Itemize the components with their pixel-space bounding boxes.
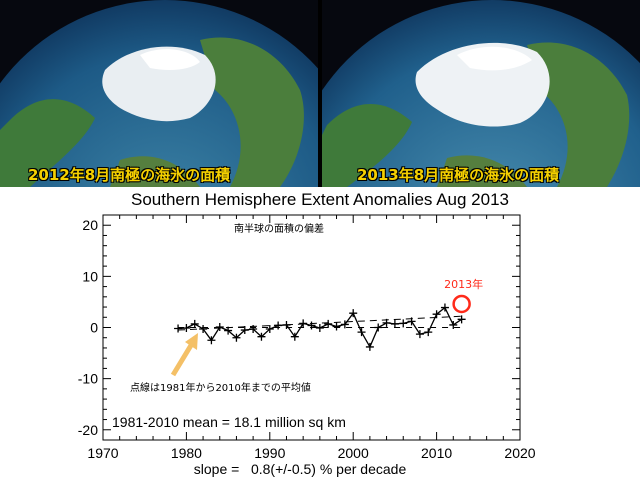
left-image-caption: 2012年8月南極の海氷の面積 xyxy=(28,166,231,184)
highlight-2013-label: 2013年 xyxy=(444,277,483,291)
data-point-marker xyxy=(265,325,274,334)
y-tick-label: -10 xyxy=(78,371,98,387)
data-point-marker xyxy=(449,320,458,329)
slope-text: slope = 0.8(+/-0.5) % per decade xyxy=(194,461,407,477)
data-point-marker xyxy=(207,336,216,345)
data-point-marker xyxy=(274,321,283,330)
x-tick-label: 1990 xyxy=(254,445,285,461)
data-point-marker xyxy=(174,324,183,333)
x-tick-label: 1980 xyxy=(171,445,202,461)
data-point-marker xyxy=(440,303,449,312)
x-tick-label: 2010 xyxy=(421,445,452,461)
globe-2012-picture xyxy=(0,0,318,187)
sea-ice-image-panel: 2012年8月南極の海氷の面積 2013年8月南極の海氷の面積 xyxy=(0,0,640,187)
data-point-marker xyxy=(415,330,424,339)
data-point-marker xyxy=(432,310,441,319)
data-point-marker xyxy=(240,326,249,335)
data-point-marker xyxy=(399,319,408,328)
annotation-arrow-shaft xyxy=(170,340,196,377)
y-tick-label: -20 xyxy=(78,422,98,438)
y-tick-label: 10 xyxy=(82,268,98,284)
highlight-2013-circle xyxy=(452,294,471,314)
data-point-marker xyxy=(407,317,416,326)
data-point-marker xyxy=(215,322,224,331)
chart-title: Southern Hemisphere Extent Anomalies Aug… xyxy=(130,190,510,209)
right-image-caption: 2013年8月南極の海氷の面積 xyxy=(357,166,560,184)
data-point-marker xyxy=(257,332,266,341)
data-point-marker xyxy=(249,325,258,334)
data-point-marker xyxy=(382,318,391,327)
data-point-marker xyxy=(374,323,383,332)
data-point-marker xyxy=(307,321,316,330)
data-point-marker xyxy=(424,328,433,337)
y-tick-label: 0 xyxy=(90,320,98,336)
annotation-arrow-head xyxy=(185,333,198,350)
data-point-marker xyxy=(390,319,399,328)
chart-points xyxy=(174,294,471,351)
y-tick-label: 20 xyxy=(82,217,98,233)
data-point-marker xyxy=(324,319,333,328)
data-point-marker xyxy=(340,320,349,329)
antarctica-2013-image: 2013年8月南極の海氷の面積 xyxy=(322,0,640,187)
data-point-marker xyxy=(457,315,466,324)
data-point-marker xyxy=(282,320,291,329)
x-tick-label: 1970 xyxy=(87,445,118,461)
data-point-marker xyxy=(224,326,233,335)
inner-chart-title: 南半球の面積の偏差 xyxy=(234,222,324,235)
data-point-marker xyxy=(182,324,191,333)
data-point-marker xyxy=(315,324,324,333)
data-point-marker xyxy=(357,328,366,337)
data-point-marker xyxy=(232,333,241,342)
chart-axes xyxy=(102,214,521,441)
data-point-marker xyxy=(299,319,308,328)
mean-line-note: 点線は1981年から2010年までの平均値 xyxy=(130,381,311,394)
data-point-marker xyxy=(290,332,299,341)
data-point-marker xyxy=(190,319,199,328)
x-tick-label: 2020 xyxy=(504,445,535,461)
data-point-marker xyxy=(349,309,358,318)
data-point-marker xyxy=(332,322,341,331)
antarctica-2012-image: 2012年8月南極の海氷の面積 xyxy=(0,0,318,187)
mean-value-text: 1981-2010 mean = 18.1 million sq km xyxy=(112,414,346,430)
data-point-marker xyxy=(365,342,374,351)
data-point-marker xyxy=(199,325,208,334)
x-tick-label: 2000 xyxy=(338,445,369,461)
globe-2013-picture xyxy=(322,0,640,187)
